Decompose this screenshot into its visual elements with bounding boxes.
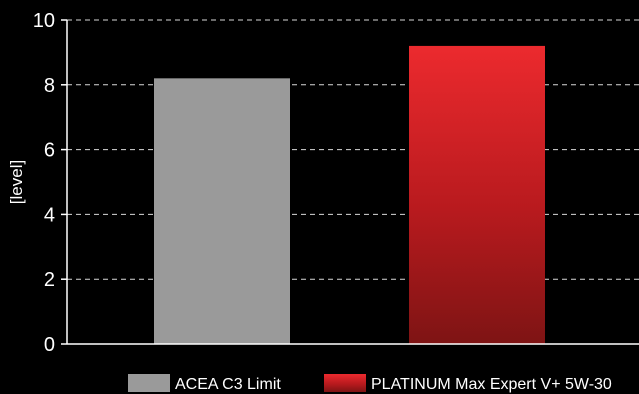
bars: [154, 45, 545, 345]
legend-label: PLATINUM Max Expert V+ 5W-30: [371, 376, 612, 393]
y-tick-label: 8: [44, 75, 55, 97]
y-axis-title: [level]: [7, 160, 26, 204]
y-tick-label: 2: [44, 269, 55, 291]
bar-acea-c3-limit: [154, 78, 290, 344]
y-tick-label: 0: [44, 334, 55, 356]
legend: ACEA C3 Limit PLATINUM Max Expert V+ 5W-3…: [128, 374, 612, 393]
y-tick-label: 4: [44, 204, 55, 226]
legend-swatch: [128, 374, 170, 392]
bar-platinum-max-expert: [409, 45, 545, 345]
legend-swatch: [324, 374, 366, 392]
legend-label: ACEA C3 Limit: [175, 376, 281, 393]
y-tick-label: 6: [44, 140, 55, 162]
y-tick-labels: 0 2 4 6 8 10: [33, 10, 67, 356]
y-tick-label: 10: [33, 10, 55, 32]
gridlines: [67, 19, 639, 280]
